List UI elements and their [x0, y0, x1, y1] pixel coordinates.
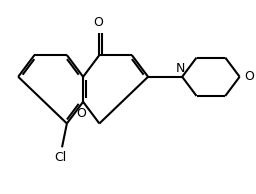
Text: O: O: [244, 70, 254, 83]
Text: N: N: [176, 62, 186, 75]
Text: O: O: [93, 16, 103, 29]
Text: Cl: Cl: [55, 151, 67, 164]
Text: O: O: [76, 107, 86, 120]
